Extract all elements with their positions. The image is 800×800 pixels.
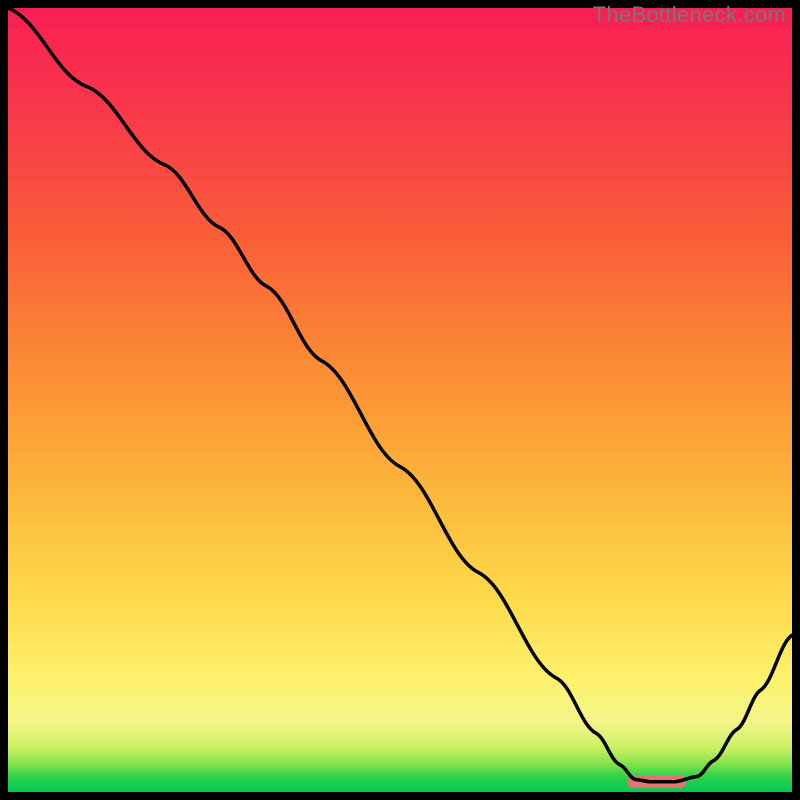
chart-stage: TheBottleneck.com — [0, 0, 800, 800]
bottleneck-curve-plot — [8, 8, 792, 792]
watermark-label: TheBottleneck.com — [593, 2, 786, 28]
